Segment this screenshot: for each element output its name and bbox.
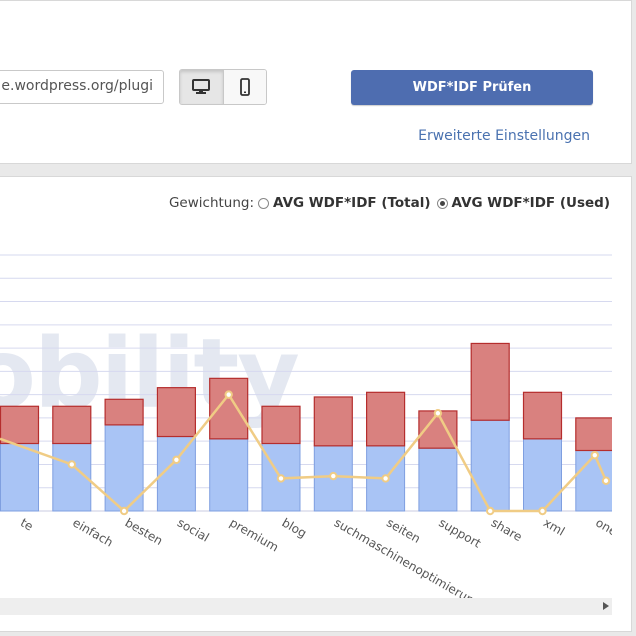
bar-segment bbox=[470, 419, 510, 512]
tick-label: blog bbox=[280, 515, 309, 540]
line-point bbox=[276, 474, 286, 483]
line-point bbox=[486, 506, 495, 516]
tick-label: share bbox=[489, 515, 525, 544]
bar-segment bbox=[104, 424, 144, 512]
tick-label: seiten bbox=[384, 515, 423, 545]
bar-segment bbox=[104, 398, 144, 426]
horizontal-scrollbar[interactable] bbox=[0, 598, 612, 615]
bar-segment bbox=[575, 417, 612, 452]
line-point bbox=[329, 471, 338, 481]
line-point bbox=[601, 476, 611, 485]
bar-segment bbox=[261, 405, 301, 445]
weighting-label: Gewichtung: bbox=[168, 195, 255, 211]
tick-label: xml bbox=[541, 515, 567, 538]
weighting-option-used[interactable]: AVG WDF*IDF (Used) bbox=[451, 195, 610, 211]
bar-segment bbox=[52, 405, 92, 445]
tick-label: support bbox=[436, 515, 483, 550]
device-toggle bbox=[179, 69, 267, 105]
tick-label: one bbox=[593, 515, 612, 538]
weighting-selector: Gewichtung: AVG WDF*IDF (Total) AVG WDF*… bbox=[169, 195, 610, 211]
radio-used[interactable] bbox=[436, 197, 448, 209]
tick-label: besten bbox=[123, 515, 165, 548]
bar-segment bbox=[522, 391, 563, 440]
bar-segment bbox=[313, 396, 353, 447]
bar-segment bbox=[209, 438, 249, 512]
bar-segment bbox=[366, 391, 406, 447]
bar-segment bbox=[0, 443, 39, 512]
desktop-icon bbox=[192, 79, 211, 94]
line-point bbox=[433, 409, 443, 418]
mobile-icon bbox=[239, 78, 250, 96]
weighting-option-total[interactable]: AVG WDF*IDF (Total) bbox=[273, 195, 431, 211]
tick-label: einfach bbox=[70, 515, 115, 549]
bar-segment bbox=[418, 447, 458, 512]
wdf-idf-check-button[interactable]: WDF*IDF Prüfen bbox=[351, 70, 593, 105]
url-input[interactable]: e.wordpress.org/plugi bbox=[0, 70, 164, 104]
line-point bbox=[67, 460, 77, 469]
bar-segment bbox=[156, 387, 196, 438]
bar-segment bbox=[0, 405, 40, 445]
line-point bbox=[590, 450, 599, 460]
line-point bbox=[119, 506, 129, 516]
mobile-button[interactable] bbox=[223, 70, 266, 104]
radio-total[interactable] bbox=[258, 197, 270, 209]
scroll-right-icon[interactable] bbox=[603, 602, 609, 610]
line-point bbox=[381, 474, 390, 483]
bar-segment bbox=[523, 438, 562, 512]
bar-segment bbox=[470, 342, 510, 421]
tick-label: premium bbox=[227, 515, 281, 554]
advanced-settings-link[interactable]: Erweiterte Einstellungen bbox=[418, 128, 590, 144]
line-point bbox=[224, 390, 233, 399]
line-point bbox=[538, 506, 547, 516]
tick-label: te bbox=[18, 515, 35, 533]
bar-segment bbox=[209, 377, 249, 440]
tick-label: social bbox=[175, 515, 212, 544]
watermark: obility bbox=[0, 318, 300, 430]
desktop-button[interactable] bbox=[180, 70, 224, 104]
line-point bbox=[172, 455, 181, 465]
